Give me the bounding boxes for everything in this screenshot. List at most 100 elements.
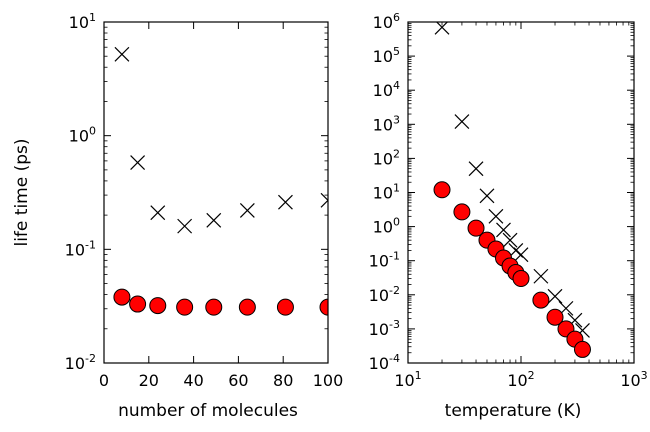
x-marker-point	[468, 161, 484, 177]
x-marker-point	[130, 155, 146, 170]
y-tick-label: 106	[373, 11, 400, 32]
circle-marker-point	[453, 203, 471, 221]
x-marker-point	[488, 208, 504, 224]
y-tick-label-base: 10	[369, 320, 389, 339]
x-tick-label-base: 10	[394, 371, 414, 390]
y-tick-label-exponent: -1	[389, 250, 400, 263]
y-tick-label-base: 10	[373, 47, 393, 66]
x-axis-label: number of molecules	[118, 401, 298, 421]
y-tick-label-exponent: -3	[389, 318, 400, 331]
plot-frame	[103, 21, 329, 364]
circle-marker-point	[276, 298, 294, 316]
x-tick-label: 100	[313, 371, 344, 390]
y-tick-label-exponent: 3	[393, 113, 400, 126]
y-tick-label-base: 10	[373, 184, 393, 203]
x-marker-point	[114, 46, 130, 62]
y-tick-label-base: 10	[65, 240, 85, 259]
y-tick-label-base: 10	[69, 127, 89, 146]
y-tick-label-base: 10	[65, 354, 85, 373]
x-tick-label-base: 10	[507, 371, 527, 390]
y-tick-label-exponent: 2	[393, 147, 400, 160]
y-tick-label-exponent: -2	[389, 284, 400, 297]
x-tick-label-base: 10	[620, 371, 640, 390]
y-tick-label-base: 10	[69, 13, 89, 32]
y-tick-label-base: 10	[373, 218, 393, 237]
y-tick-label: 10-3	[369, 318, 400, 339]
y-tick-label: 101	[373, 182, 400, 203]
x-marker-point	[547, 288, 563, 304]
y-tick-label-exponent: 0	[89, 125, 96, 138]
x-tick-label: 101	[394, 369, 421, 390]
y-tick-label-base: 10	[373, 149, 393, 168]
y-tick-label-exponent: -4	[389, 352, 400, 365]
y-tick-label: 102	[373, 147, 400, 168]
circle-marker-point	[573, 340, 591, 358]
x-marker-point	[320, 192, 328, 208]
y-tick-label: 10-4	[369, 352, 400, 373]
circle-marker-point	[532, 291, 550, 309]
y-tick-label: 10-1	[65, 238, 96, 259]
y-tick-label: 104	[373, 79, 400, 100]
y-tick-label-base: 10	[373, 81, 393, 100]
x-tick-label: 20	[139, 371, 159, 390]
y-tick-label: 100	[373, 216, 400, 237]
circle-marker-point	[205, 298, 223, 316]
x-axis-label: temperature (K)	[445, 401, 582, 421]
x-marker-point	[513, 247, 529, 263]
y-tick-label: 10-2	[65, 352, 96, 373]
y-tick-label: 101	[69, 11, 96, 32]
y-axis-label: life time (ps)	[12, 138, 32, 246]
y-tick-label-exponent: 4	[393, 79, 400, 92]
y-tick-label-base: 10	[373, 13, 393, 32]
y-tick-label-exponent: 0	[393, 216, 400, 229]
circle-marker-point	[113, 288, 131, 306]
y-tick-label: 100	[69, 125, 96, 146]
y-tick-label-base: 10	[369, 252, 389, 271]
x-marker-point	[239, 202, 255, 218]
x-tick-label-exponent: 3	[641, 369, 648, 382]
y-tick-label-exponent: 1	[89, 11, 96, 24]
x-marker-point	[206, 212, 222, 228]
plot-frame	[407, 21, 635, 364]
x-marker-point	[533, 268, 549, 284]
circle-marker-point	[433, 181, 451, 199]
y-tick-label: 10-1	[369, 250, 400, 271]
y-tick-label: 105	[373, 45, 400, 66]
series-group	[433, 22, 591, 358]
y-tick-label: 10-2	[369, 284, 400, 305]
circle-marker-point	[129, 295, 147, 313]
x-tick-label: 102	[507, 369, 534, 390]
y-tick-label: 103	[373, 113, 400, 134]
x-marker-point	[479, 188, 495, 204]
x-marker-point	[177, 218, 193, 234]
circle-marker-point	[176, 298, 194, 316]
y-tick-label-base: 10	[369, 354, 389, 373]
x-tick-label: 40	[183, 371, 203, 390]
x-marker-point	[502, 232, 518, 248]
series-group	[113, 46, 328, 316]
right-chart-panel: 10-410-310-210-1100101102103104105106101…	[369, 11, 648, 421]
x-tick-label: 60	[228, 371, 248, 390]
x-marker-point	[454, 114, 470, 130]
x-tick-label: 103	[620, 369, 647, 390]
circle-marker-point	[238, 298, 256, 316]
x-tick-label: 0	[99, 371, 109, 390]
x-marker-point	[496, 222, 511, 238]
circle-marker-point	[512, 270, 530, 288]
y-tick-label-base: 10	[373, 115, 393, 134]
x-tick-label: 80	[273, 371, 293, 390]
circle-marker-point	[319, 298, 328, 316]
circle-marker-point	[149, 297, 167, 315]
y-tick-label-exponent: 1	[393, 182, 400, 195]
circle-marker-point	[546, 308, 564, 326]
x-marker-point	[278, 194, 293, 210]
y-tick-label-base: 10	[369, 286, 389, 305]
y-tick-label-exponent: 5	[393, 45, 400, 58]
x-marker-point	[434, 22, 450, 35]
x-tick-label-exponent: 2	[528, 369, 535, 382]
y-tick-label-exponent: -2	[85, 352, 96, 365]
x-tick-label-exponent: 1	[415, 369, 422, 382]
x-marker-point	[150, 205, 166, 221]
circle-marker-point	[467, 219, 485, 237]
